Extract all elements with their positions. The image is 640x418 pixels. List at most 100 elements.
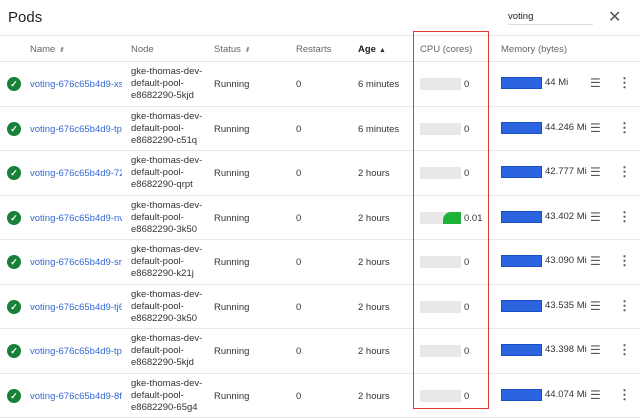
cpu-value: 0 xyxy=(464,346,469,357)
column-status[interactable]: Status⬍ xyxy=(214,44,250,55)
memory-value: 43.535 Mi xyxy=(545,300,587,311)
cpu-bar xyxy=(420,345,461,357)
table-row: ✓ voting-676c65b4d9-srl gke-thomas-dev-d… xyxy=(0,240,640,285)
memory-value: 43.402 Mi xyxy=(545,211,587,222)
logs-icon[interactable]: ☰ xyxy=(590,299,601,313)
table-row: ✓ voting-676c65b4d9-tpj gke-thomas-dev-d… xyxy=(0,329,640,374)
pod-restarts: 0 xyxy=(296,79,301,90)
pod-name-link[interactable]: voting-676c65b4d9-8fl xyxy=(30,391,122,402)
pod-status: Running xyxy=(214,168,249,179)
logs-icon[interactable]: ☰ xyxy=(590,343,601,357)
more-vert-icon[interactable]: ⋮ xyxy=(618,253,631,269)
pod-name-link[interactable]: voting-676c65b4d9-tj6 xyxy=(30,302,122,313)
memory-bar xyxy=(501,389,542,401)
table-row: ✓ voting-676c65b4d9-72 gke-thomas-dev-de… xyxy=(0,151,640,196)
memory-cell: 44.246 Mi xyxy=(501,122,591,134)
memory-bar xyxy=(501,166,542,178)
pod-restarts: 0 xyxy=(296,346,301,357)
more-vert-icon[interactable]: ⋮ xyxy=(618,387,631,403)
table-row: ✓ voting-676c65b4d9-nv gke-thomas-dev-de… xyxy=(0,196,640,241)
more-vert-icon[interactable]: ⋮ xyxy=(618,298,631,314)
logs-icon[interactable]: ☰ xyxy=(590,210,601,224)
memory-cell: 43.090 Mi xyxy=(501,255,591,267)
status-ok-icon: ✓ xyxy=(7,344,21,358)
pod-restarts: 0 xyxy=(296,257,301,268)
cpu-bar xyxy=(420,301,461,313)
memory-bar xyxy=(501,300,542,312)
cpu-value: 0 xyxy=(464,257,469,268)
memory-cell: 43.535 Mi xyxy=(501,300,591,312)
column-name[interactable]: Name⬍ xyxy=(30,44,64,55)
more-vert-icon[interactable]: ⋮ xyxy=(618,120,631,136)
more-vert-icon[interactable]: ⋮ xyxy=(618,342,631,358)
pod-age: 2 hours xyxy=(358,391,390,402)
column-restarts: Restarts xyxy=(296,44,331,55)
pod-age: 6 minutes xyxy=(358,124,399,135)
memory-cell: 44 Mi xyxy=(501,77,591,89)
memory-bar xyxy=(501,122,542,134)
pod-age: 2 hours xyxy=(358,346,390,357)
more-vert-icon[interactable]: ⋮ xyxy=(618,209,631,225)
memory-cell: 44.074 Mi xyxy=(501,389,591,401)
status-ok-icon: ✓ xyxy=(7,389,21,403)
pod-restarts: 0 xyxy=(296,302,301,313)
status-ok-icon: ✓ xyxy=(7,77,21,91)
cpu-value: 0 xyxy=(464,302,469,313)
sort-icon: ⬍ xyxy=(58,47,64,54)
column-name-label: Name xyxy=(30,44,55,55)
memory-bar xyxy=(501,211,542,223)
logs-icon[interactable]: ☰ xyxy=(590,388,601,402)
pod-name-link[interactable]: voting-676c65b4d9-72 xyxy=(30,168,122,179)
memory-value: 43.090 Mi xyxy=(545,255,587,266)
table-header: Name⬍ Node Status⬍ Restarts Age▲ CPU (co… xyxy=(0,35,640,62)
pod-name-link[interactable]: voting-676c65b4d9-nv xyxy=(30,213,122,224)
pod-age: 2 hours xyxy=(358,168,390,179)
memory-value: 42.777 Mi xyxy=(545,166,587,177)
column-memory: Memory (bytes) xyxy=(501,44,567,55)
cpu-value: 0 xyxy=(464,124,469,135)
pod-restarts: 0 xyxy=(296,213,301,224)
status-ok-icon: ✓ xyxy=(7,211,21,225)
node-name: gke-thomas-dev-default-pool-e8682290-qrp… xyxy=(131,155,211,191)
logs-icon[interactable]: ☰ xyxy=(590,165,601,179)
more-vert-icon[interactable]: ⋮ xyxy=(618,164,631,180)
logs-icon[interactable]: ☰ xyxy=(590,254,601,268)
pod-status: Running xyxy=(214,213,249,224)
logs-icon[interactable]: ☰ xyxy=(590,121,601,135)
cpu-bar-fill xyxy=(443,212,461,224)
node-name: gke-thomas-dev-default-pool-e8682290-5kj… xyxy=(131,333,211,369)
memory-value: 43.398 Mi xyxy=(545,344,587,355)
status-ok-icon: ✓ xyxy=(7,122,21,136)
memory-value: 44.246 Mi xyxy=(545,122,587,133)
pod-name-link[interactable]: voting-676c65b4d9-tpr xyxy=(30,124,122,135)
pod-name-link[interactable]: voting-676c65b4d9-tpj xyxy=(30,346,122,357)
column-age-label: Age xyxy=(358,44,376,55)
column-cpu: CPU (cores) xyxy=(420,44,472,55)
pod-status: Running xyxy=(214,79,249,90)
node-name: gke-thomas-dev-default-pool-e8682290-3k5… xyxy=(131,200,211,236)
pod-status: Running xyxy=(214,302,249,313)
close-icon[interactable]: ✕ xyxy=(608,7,621,27)
node-name: gke-thomas-dev-default-pool-e8682290-k21… xyxy=(131,244,211,280)
table-row: ✓ voting-676c65b4d9-tj6 gke-thomas-dev-d… xyxy=(0,285,640,330)
column-age[interactable]: Age▲ xyxy=(358,44,386,55)
pod-age: 6 minutes xyxy=(358,79,399,90)
pod-name-link[interactable]: voting-676c65b4d9-srl xyxy=(30,257,122,268)
cpu-bar xyxy=(420,212,461,224)
cpu-bar xyxy=(420,123,461,135)
memory-bar xyxy=(501,255,542,267)
more-vert-icon[interactable]: ⋮ xyxy=(618,75,631,91)
pod-age: 2 hours xyxy=(358,213,390,224)
pod-status: Running xyxy=(214,124,249,135)
pod-age: 2 hours xyxy=(358,257,390,268)
pod-age: 2 hours xyxy=(358,302,390,313)
column-node: Node xyxy=(131,44,154,55)
sort-icon: ⬍ xyxy=(244,47,250,54)
pod-name-link[interactable]: voting-676c65b4d9-xs- xyxy=(30,79,122,90)
sort-ascending-icon: ▲ xyxy=(379,47,386,54)
cpu-value: 0 xyxy=(464,79,469,90)
logs-icon[interactable]: ☰ xyxy=(590,76,601,90)
column-status-label: Status xyxy=(214,44,241,55)
search-input[interactable]: voting xyxy=(508,11,593,25)
memory-cell: 43.402 Mi xyxy=(501,211,591,223)
